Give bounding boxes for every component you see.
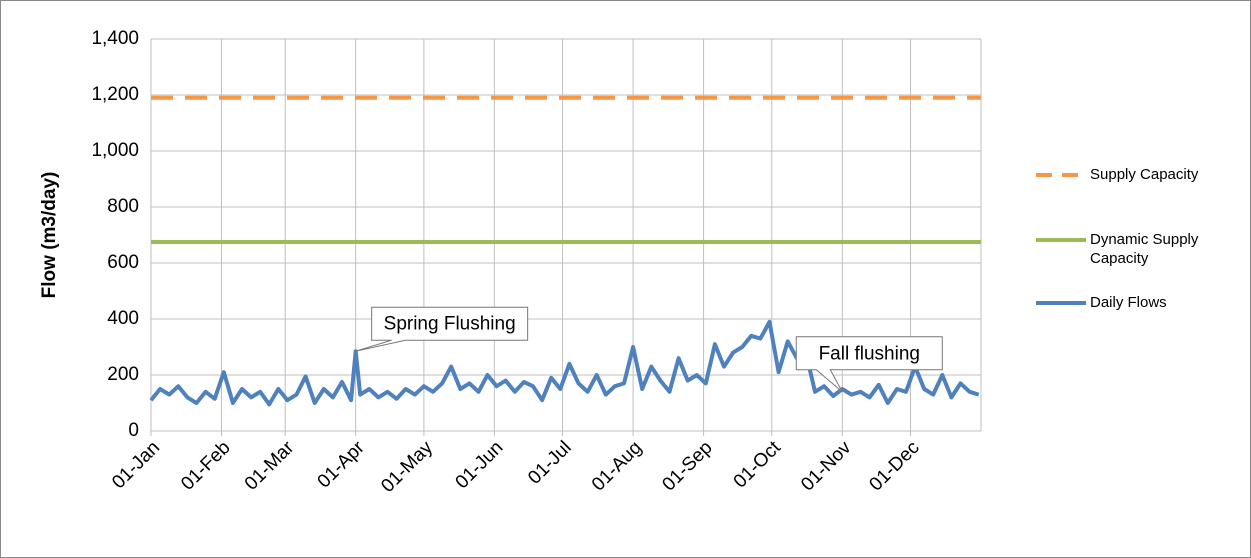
y-tick-label: 600 — [107, 252, 139, 273]
legend-label: Dynamic Supply Capacity — [1090, 231, 1199, 267]
y-tick-label: 1,400 — [91, 28, 139, 49]
y-axis-title: Flow (m3/day) — [39, 172, 60, 299]
y-tick-label: 1,200 — [91, 84, 139, 105]
y-tick-label: 800 — [107, 196, 139, 217]
y-tick-label: 400 — [107, 308, 139, 329]
callout-box — [355, 306, 529, 352]
series-line — [149, 319, 980, 407]
legend-item: Dynamic Supply Capacity — [1036, 230, 1246, 268]
callout-text: Fall flushing — [819, 343, 920, 364]
legend-swatch — [1036, 238, 1086, 242]
legend-label: Supply Capacity — [1090, 166, 1199, 183]
callout: Fall flushing — [795, 336, 943, 393]
callout-text: Spring Flushing — [384, 314, 516, 335]
legend-label: Daily Flows — [1090, 294, 1167, 311]
legend-swatch — [1036, 172, 1086, 177]
y-tick-label: 1,000 — [91, 140, 139, 161]
callout-box — [795, 336, 943, 393]
y-tick-label: 0 — [128, 420, 139, 441]
callout: Spring Flushing — [355, 306, 529, 352]
y-tick-label: 200 — [107, 364, 139, 385]
legend-item: Daily Flows — [1036, 293, 1246, 312]
legend-item: Supply Capacity — [1036, 165, 1246, 184]
legend-swatch — [1036, 300, 1086, 305]
